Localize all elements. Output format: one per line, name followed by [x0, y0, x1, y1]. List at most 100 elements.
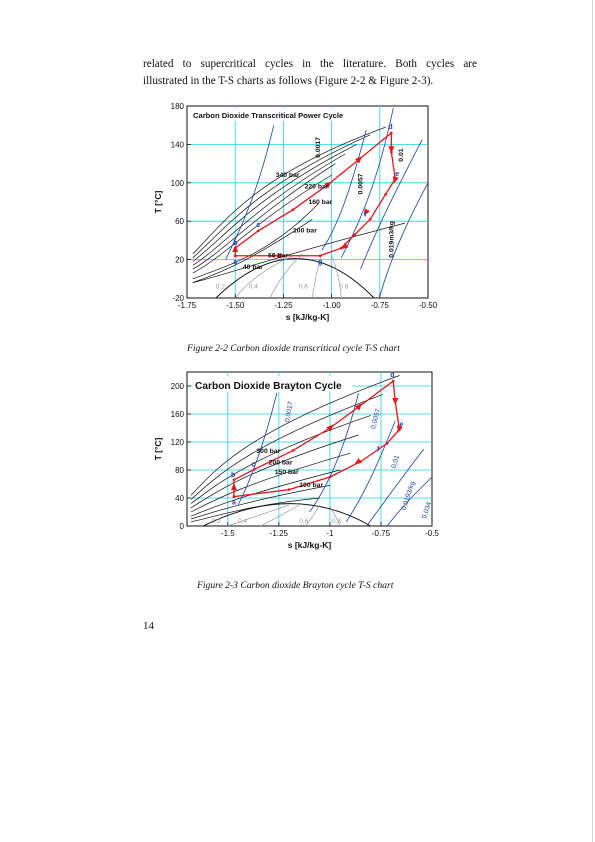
- isobar-line: [190, 375, 400, 496]
- isochore-label: 0,01: [390, 454, 401, 469]
- isobar-line: [192, 174, 332, 274]
- cycle-marker: [291, 208, 295, 211]
- y-tick-label: 80: [175, 466, 184, 475]
- transcritical-ts-chart: 0.2 0.4 0.6 0.8 a b c d e f g 340 bar 220 bar 160 bar…: [153, 102, 438, 322]
- cycle-arrow: [363, 208, 370, 216]
- title-box: [192, 376, 352, 392]
- y-tick-label: 200: [171, 382, 185, 391]
- isobar-label: 100 bar: [293, 228, 317, 235]
- isochore-label: 0.0057: [357, 173, 364, 194]
- cycle-arrow: [355, 156, 363, 164]
- quality-label: 0.6: [299, 283, 308, 290]
- quality-line: [227, 504, 290, 527]
- y-axis-label: T [°C]: [153, 190, 163, 213]
- isochore-line: [379, 182, 429, 297]
- y-tick-label: -20: [172, 294, 184, 303]
- isobar-line: [190, 452, 351, 513]
- quality-line: [234, 255, 294, 299]
- isobar-line: [192, 153, 346, 266]
- cycle-marker: [318, 254, 322, 258]
- cycle-marker: [272, 254, 276, 258]
- cycle-marker: [257, 229, 260, 233]
- state-point-label: a: [233, 259, 237, 266]
- isochore-label: 0.0017: [315, 137, 322, 158]
- x-tick-label: -0.5: [425, 529, 439, 538]
- isochore-line: [345, 420, 396, 523]
- quality-line: [331, 255, 342, 299]
- quality-label: 0.2: [216, 283, 225, 290]
- cycle-arrow: [392, 398, 399, 405]
- x-tick-label: -1.25: [270, 529, 289, 538]
- isochore-label: 0,034: [421, 501, 433, 520]
- cycle-marker: [291, 449, 295, 452]
- isochore-line: [360, 139, 423, 270]
- isochore-line: [321, 129, 367, 251]
- cycle-path: [233, 379, 401, 498]
- x-tick-label: -1.50: [226, 301, 245, 310]
- quality-label: 0.4: [249, 283, 258, 290]
- cycle-marker: [385, 442, 389, 445]
- figure-caption-2-2: Figure 2-2 Carbon dioxide transcritical …: [187, 343, 400, 354]
- y-tick-label: 160: [171, 410, 185, 419]
- cycle-arrow: [392, 176, 399, 184]
- state-point-label: e: [395, 171, 399, 178]
- quality-line: [329, 506, 341, 527]
- quality-line: [269, 253, 303, 299]
- cycle-arrow: [340, 242, 349, 250]
- isobar-line: [190, 485, 330, 520]
- state-point-label: c: [256, 222, 260, 229]
- cycle-marker: [384, 193, 387, 196]
- x-tick-label: -0.75: [372, 529, 391, 538]
- quality-line: [305, 504, 321, 527]
- x-tick-label: -0.75: [371, 301, 390, 310]
- quality-label: 0,6: [299, 518, 308, 525]
- isobar-line: [190, 394, 384, 500]
- y-tick-label: 0: [180, 522, 185, 531]
- isobar-line: [192, 144, 357, 262]
- x-tick-label: -0.50: [419, 301, 438, 310]
- x-tick-label: -1.5: [221, 529, 235, 538]
- y-tick-label: 140: [171, 140, 185, 149]
- isobar-label: 160 bar: [308, 199, 332, 206]
- cycle-arrow: [388, 146, 395, 154]
- cycle-arrow: [324, 181, 332, 189]
- x-axis-label: s [kJ/kg-K]: [288, 540, 332, 550]
- y-tick-label: 120: [171, 438, 185, 447]
- cycle-marker: [287, 488, 291, 491]
- state-point-label: d: [390, 372, 394, 379]
- paragraph-line-2: illustrated in the T-S charts as follows…: [143, 75, 434, 87]
- isobar-label: 340 bar: [276, 172, 300, 179]
- cycle-arrow: [354, 457, 362, 465]
- state-point-label: b: [233, 240, 237, 247]
- cycle-marker: [232, 478, 236, 482]
- isochore-line: [340, 107, 394, 258]
- page-number: 14: [143, 620, 154, 632]
- chart-title: Carbon Dioxide Transcritical Power Cycle: [193, 111, 343, 120]
- y-tick-label: 100: [171, 179, 185, 188]
- cycle-arrow: [274, 252, 282, 259]
- state-point-label: e: [399, 421, 403, 428]
- x-tick-label: -1: [326, 529, 334, 538]
- isobar-line: [190, 434, 359, 509]
- isobar-line: [192, 134, 371, 258]
- cycle-marker: [368, 217, 372, 221]
- isobar-label: 150 bar: [275, 469, 299, 476]
- state-point-label: f: [377, 447, 380, 454]
- state-point-label: b: [231, 472, 235, 479]
- quality-label: 0,2: [212, 518, 221, 525]
- y-tick-label: 40: [175, 494, 184, 503]
- isochore-label: 0.01: [398, 148, 405, 161]
- cycle-marker: [233, 254, 237, 258]
- isochore-label: 0,0017: [284, 401, 295, 423]
- body-paragraph: related to supercritical cycles in the l…: [143, 56, 477, 90]
- isobar-label: 100 bar: [299, 482, 323, 489]
- cycle-arrow: [397, 425, 403, 433]
- cycle-arrow: [230, 483, 237, 491]
- chart-title: Carbon Dioxide Brayton Cycle: [195, 381, 342, 392]
- isochore-line: [386, 476, 433, 527]
- state-point-label: c: [251, 461, 255, 468]
- plot-area: [186, 105, 429, 299]
- quality-label: 0.8: [339, 283, 348, 290]
- isobar-label: 200 bar: [269, 459, 293, 466]
- cycle-marker: [232, 495, 236, 498]
